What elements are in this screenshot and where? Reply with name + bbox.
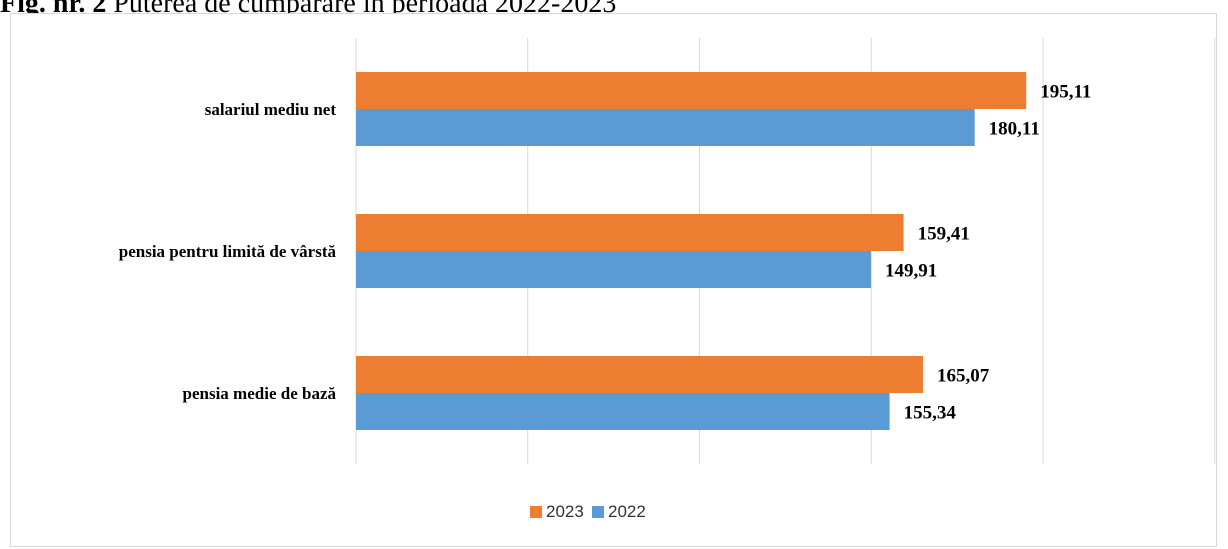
data-label-2022: 149,91 — [885, 261, 937, 282]
bar-2023 — [356, 72, 1027, 109]
data-label-2022: 155,34 — [904, 403, 957, 424]
bar-2022 — [356, 393, 890, 430]
category-label: pensia pentru limită de vârstă — [119, 242, 337, 261]
data-label-2023: 195,11 — [1040, 82, 1091, 103]
legend-swatch-2023 — [530, 506, 542, 518]
legend-label-2023: 2023 — [546, 502, 584, 521]
data-label-2023: 159,41 — [918, 224, 970, 245]
legend-swatch-2022 — [592, 506, 604, 518]
bar-2023 — [356, 356, 924, 393]
bar-2022 — [356, 251, 871, 288]
bars — [356, 72, 1027, 430]
bar-2023 — [356, 214, 904, 251]
data-label-2023: 165,07 — [937, 366, 990, 387]
legend-label-2022: 2022 — [608, 502, 646, 521]
bar-2022 — [356, 109, 975, 146]
data-label-2022: 180,11 — [989, 119, 1040, 140]
category-label: salariul mediu net — [205, 100, 337, 119]
legend: 2023 2022 — [530, 502, 646, 521]
category-label: pensia medie de bază — [183, 384, 337, 403]
category-labels: salariul mediu net pensia pentru limită d… — [119, 100, 337, 403]
